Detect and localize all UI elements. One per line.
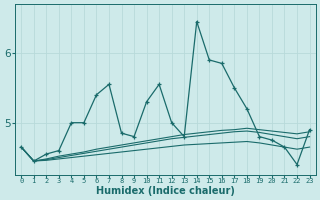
X-axis label: Humidex (Indice chaleur): Humidex (Indice chaleur) [96, 186, 235, 196]
